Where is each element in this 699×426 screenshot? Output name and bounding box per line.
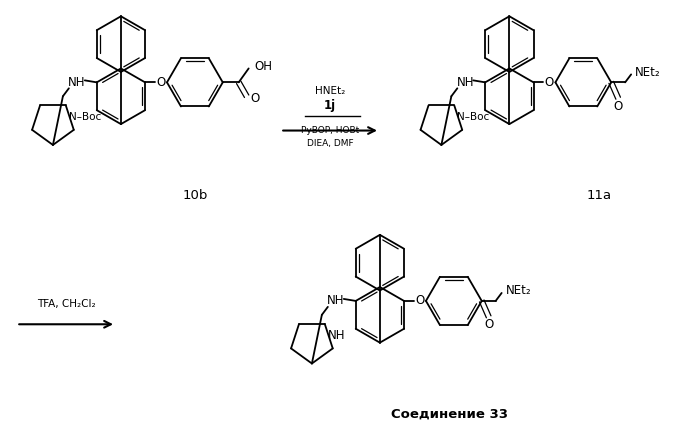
Text: OH: OH: [254, 60, 273, 73]
Text: O: O: [415, 294, 424, 308]
Text: 1j: 1j: [324, 99, 336, 112]
Text: NH: NH: [328, 329, 345, 343]
Text: N–Boc: N–Boc: [69, 112, 101, 122]
Text: O: O: [614, 100, 623, 113]
Text: HNEt₂: HNEt₂: [315, 86, 345, 96]
Text: N–Boc: N–Boc: [457, 112, 489, 122]
Text: O: O: [251, 92, 260, 105]
Text: O: O: [545, 76, 554, 89]
Text: Соединение 33: Соединение 33: [391, 407, 508, 420]
Text: NH: NH: [327, 294, 345, 308]
Text: DIEA, DMF: DIEA, DMF: [307, 139, 354, 148]
Text: NH: NH: [456, 76, 474, 89]
Text: O: O: [484, 318, 493, 331]
Text: PyBOP, HOBt: PyBOP, HOBt: [301, 126, 359, 135]
Text: O: O: [157, 76, 166, 89]
Text: 10b: 10b: [183, 189, 208, 201]
Text: NEt₂: NEt₂: [505, 285, 531, 297]
Text: NEt₂: NEt₂: [635, 66, 661, 79]
Text: NH: NH: [68, 76, 85, 89]
Text: TFA, CH₂Cl₂: TFA, CH₂Cl₂: [37, 299, 96, 309]
Text: 11a: 11a: [586, 189, 612, 201]
